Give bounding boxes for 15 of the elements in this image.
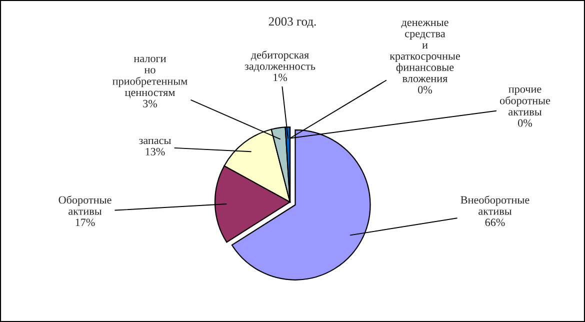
slice-label: Внеоборотные активы [460, 196, 530, 215]
category-label: денежные средства и краткосрочные финансовые вложения [390, 20, 460, 82]
slice-label: налоги но приобретенным ценностям [112, 56, 188, 98]
data-label: 13% [146, 148, 165, 156]
category-label: прочие оборотные активы [500, 87, 550, 116]
text: 0% [518, 119, 532, 127]
chart-title: 2003 год. [268, 17, 316, 28]
slice-label: дебиторская задолженность [244, 50, 316, 72]
slice-label: Оборотные активы [58, 196, 112, 215]
data-label: 1% [274, 74, 288, 82]
data-label: 66% [485, 218, 505, 226]
slice-label: запасы [139, 138, 171, 144]
data-label: 3% [143, 100, 158, 108]
text: 0% [418, 86, 432, 94]
data-label: 17% [76, 218, 95, 226]
